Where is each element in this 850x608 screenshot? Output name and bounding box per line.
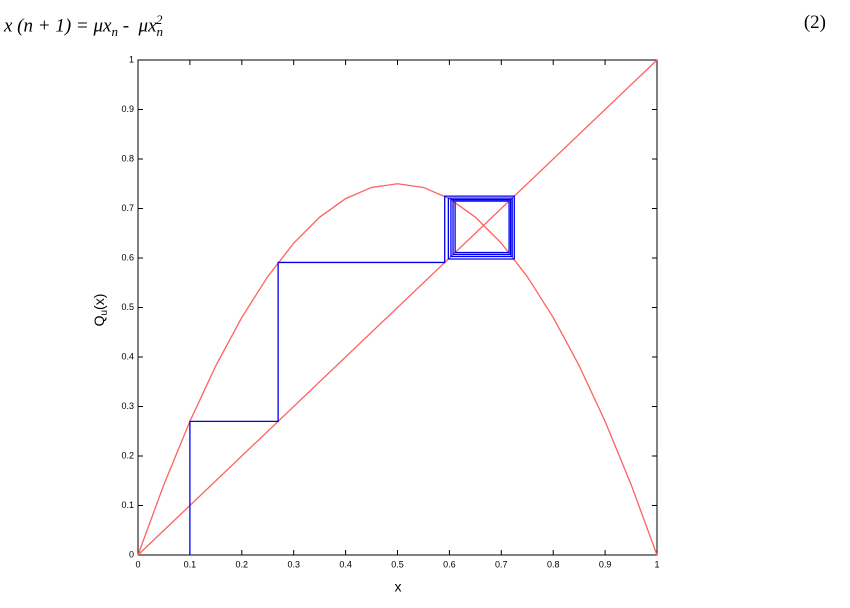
y-tick-label: 0.1 [121,500,134,510]
equation-sub: n [156,24,164,40]
series-line [189,195,515,555]
y-tick-label: 0.8 [121,153,134,163]
y-label-rest: (x) [91,294,107,310]
x-tick-label: 0.2 [236,559,249,569]
equation-sub: n [111,24,118,40]
y-tick-label: 0.7 [121,203,134,213]
x-tick-label: 0 [135,559,140,569]
y-tick-label: 0.3 [121,401,134,411]
equation-text: - μx [117,15,157,37]
equation-text: x (n + 1) = μx [4,15,112,37]
x-tick-label: 0.1 [184,559,197,569]
x-axis-label: x [395,579,402,595]
y-tick-label: 1 [129,54,134,64]
equation-sup: 2 [156,12,163,27]
x-tick-label: 0.7 [495,559,508,569]
y-tick-label: 0 [129,549,134,559]
y-axis-label: Qu(x) [91,294,110,327]
equation-number: (2) [803,12,826,33]
x-tick-label: 0.3 [287,559,300,569]
x-tick-label: 0.8 [547,559,560,569]
y-tick-label: 0.6 [121,252,134,262]
y-label-sub: u [99,310,110,316]
y-label-base: Q [91,315,107,326]
y-tick-label: 0.9 [121,104,134,114]
x-tick-label: 0.6 [443,559,456,569]
equation: x (n + 1) = μxn - μxn2 [4,12,163,40]
x-tick-label: 1 [654,559,659,569]
series-line [137,59,658,556]
y-tick-label: 0.2 [121,450,134,460]
x-tick-label: 0.4 [339,559,352,569]
series-line [137,183,658,556]
y-tick-label: 0.5 [121,302,134,312]
y-tick-label: 0.4 [121,351,134,361]
x-tick-label: 0.9 [599,559,612,569]
x-tick-label: 0.5 [391,559,404,569]
